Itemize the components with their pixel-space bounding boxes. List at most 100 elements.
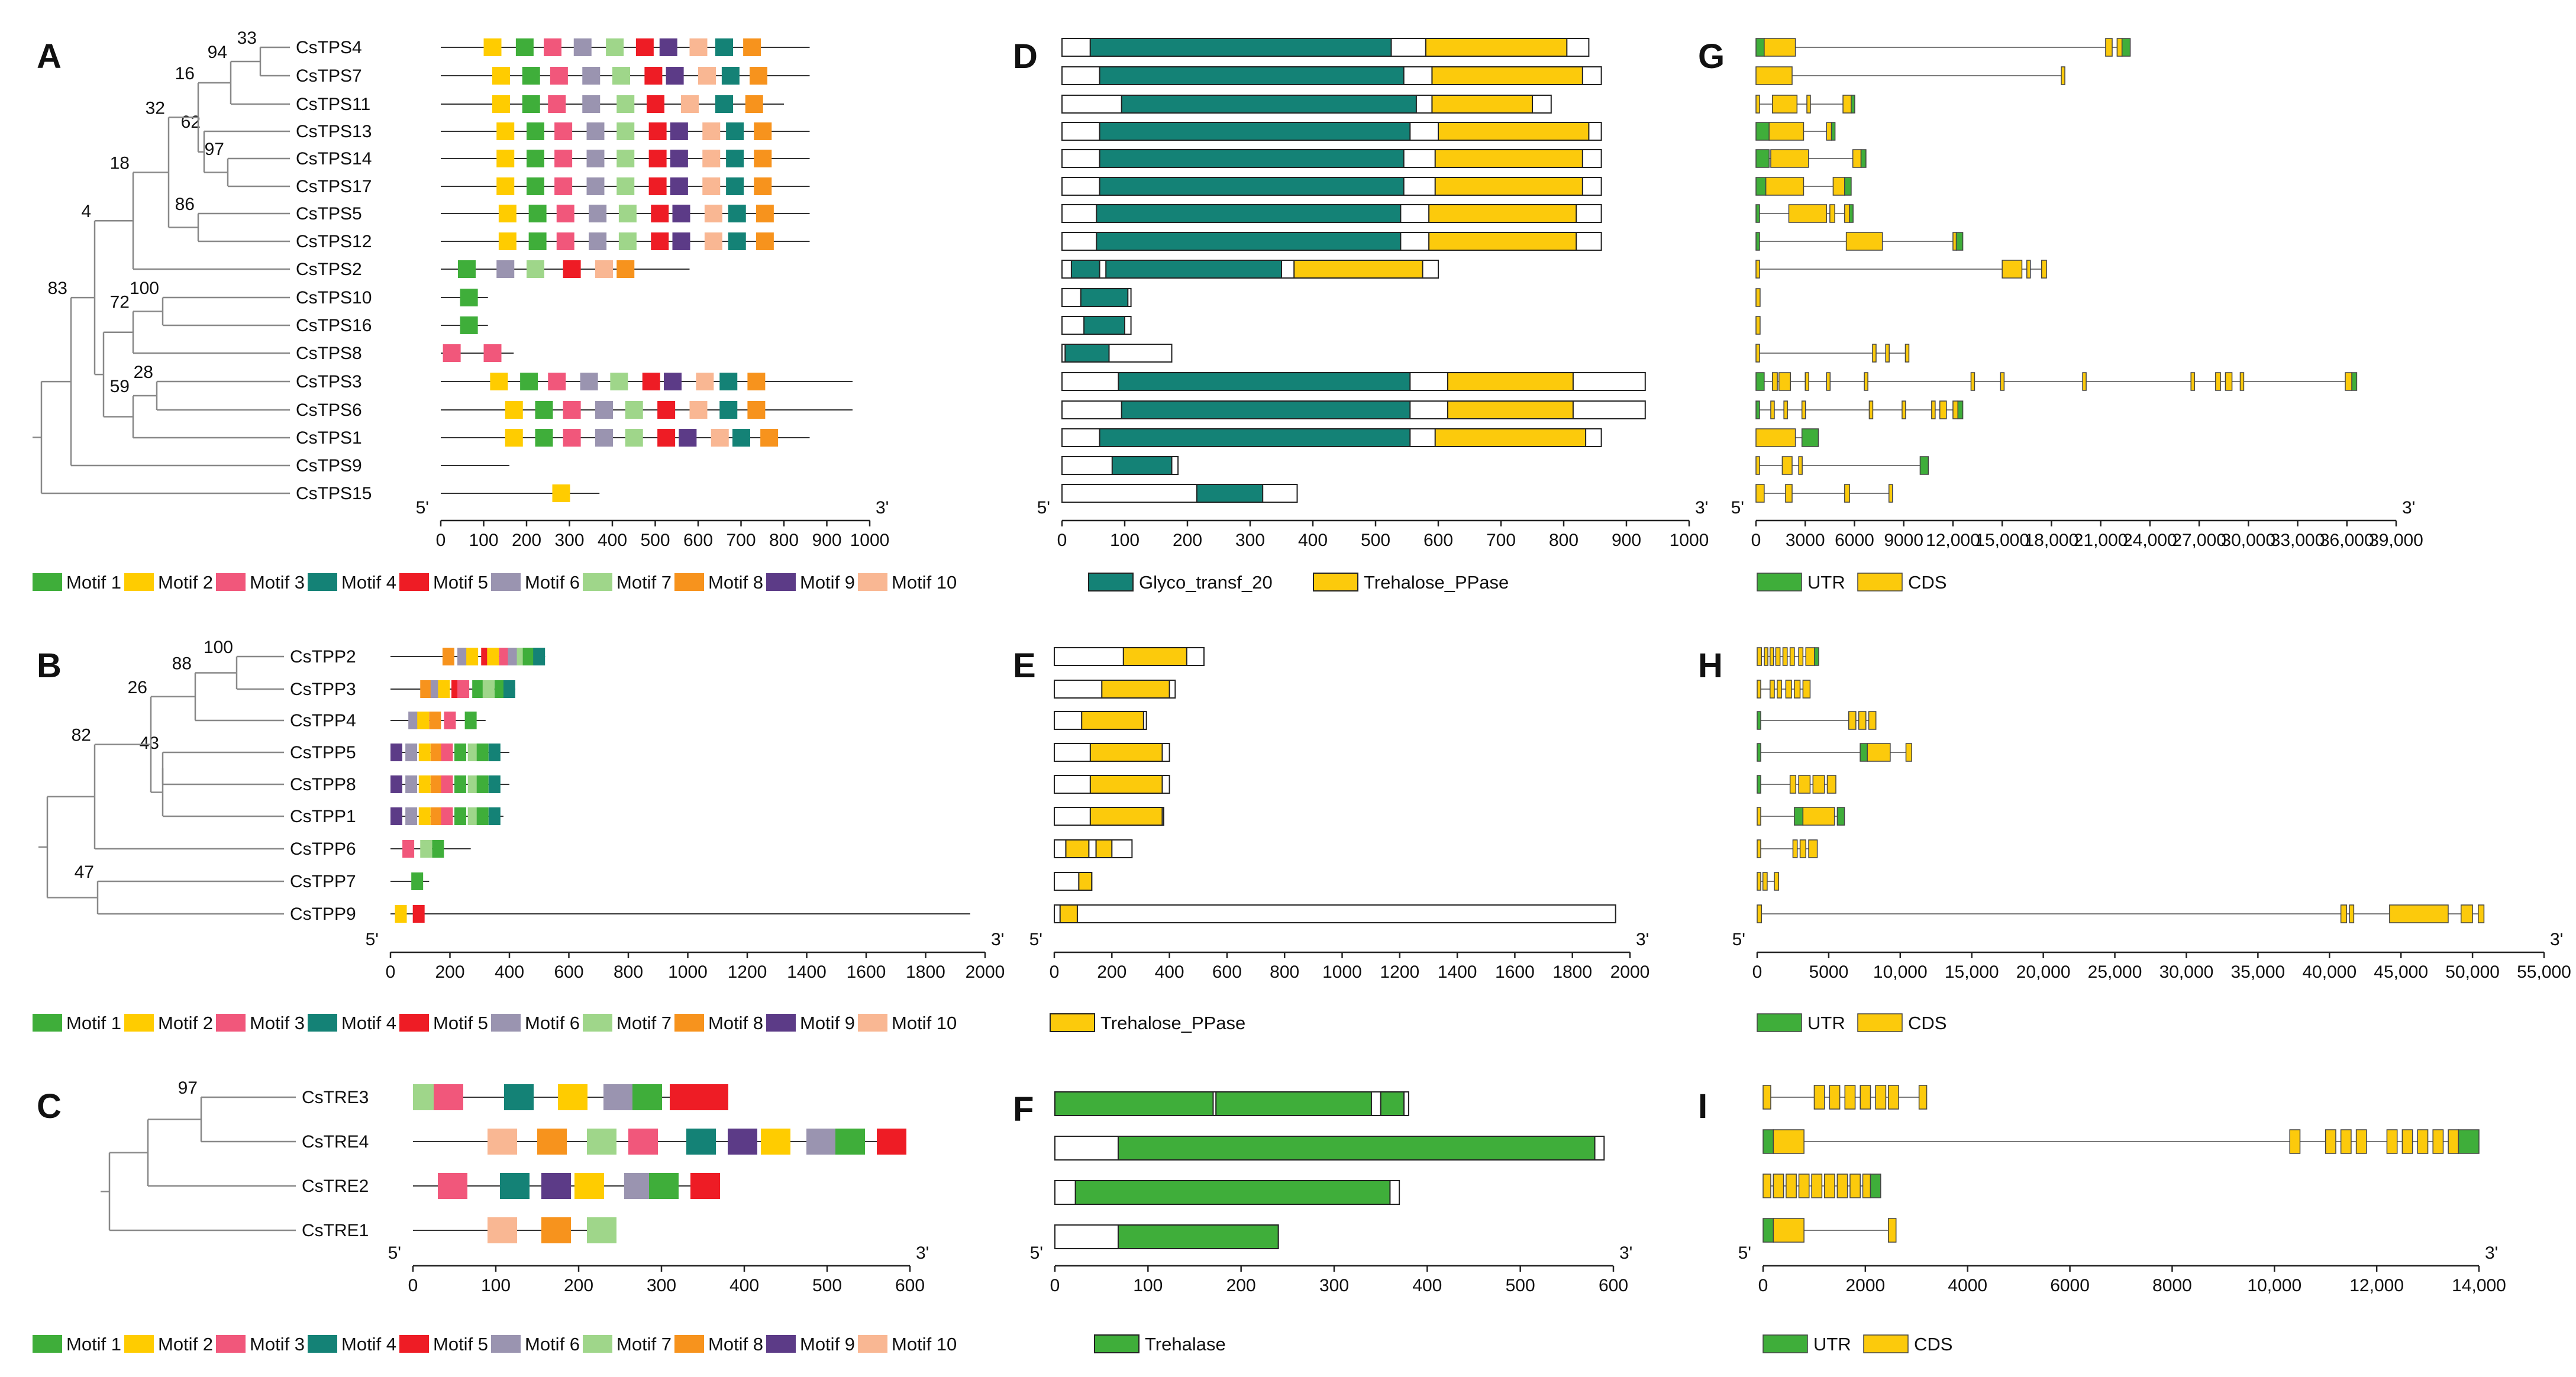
- motif-10-box: [595, 260, 613, 278]
- legend-label-motif-1: Motif 1: [66, 1013, 121, 1033]
- motif-2-box: [418, 807, 431, 825]
- legend-label-motif-9: Motif 9: [800, 1334, 855, 1355]
- cds-block: [1762, 1085, 1771, 1110]
- motif-1-box: [649, 1173, 679, 1199]
- motif-4-box: [728, 232, 746, 250]
- utr-block: [1801, 428, 1819, 447]
- motif-6-box: [589, 205, 607, 222]
- legend-swatch-motif-1: [33, 1014, 62, 1032]
- motif-1-box: [515, 38, 534, 56]
- five-prime-label: 5': [1029, 930, 1042, 949]
- motif-1-box: [527, 177, 544, 195]
- cds-block: [1775, 647, 1781, 666]
- motif-6-box: [508, 648, 520, 665]
- motif-9-box: [390, 744, 402, 761]
- motif-9-box: [728, 1129, 757, 1155]
- trehalose-ppase-domain: [1089, 807, 1163, 826]
- motif-1-box: [527, 122, 544, 140]
- tick-label: 6000: [2050, 1276, 2090, 1295]
- motif-7-box: [616, 122, 635, 140]
- motif-8-box: [429, 712, 441, 729]
- tick-label: 14,000: [2452, 1276, 2506, 1295]
- three-prime-label: 3': [2550, 930, 2563, 949]
- gene-label: CsTPS11: [296, 95, 370, 114]
- bootstrap-value: 43: [140, 733, 159, 753]
- trehalase-domain: [1380, 1091, 1405, 1116]
- utr-block: [1831, 122, 1836, 141]
- motif-3-box: [544, 38, 561, 56]
- motif-6-box: [405, 744, 418, 761]
- tick-label: 1200: [728, 962, 767, 982]
- legend-swatch-motif-2: [124, 1014, 154, 1032]
- motif-7-box: [587, 1217, 616, 1243]
- tick-label: 200: [435, 962, 464, 982]
- tick-label: 400: [1298, 531, 1328, 550]
- cds-block: [1952, 400, 1958, 419]
- bootstrap-value: 100: [204, 638, 233, 657]
- tick-label: 0: [408, 1276, 418, 1295]
- legend-swatch-motif-5: [399, 1335, 429, 1353]
- motif-3-box: [563, 401, 581, 419]
- tick-label: 2000: [1845, 1276, 1885, 1295]
- legend-label-motif-9: Motif 9: [800, 572, 855, 593]
- tick-label: 50,000: [2445, 962, 2500, 982]
- cds-block: [1805, 372, 1809, 391]
- five-prime-label: 5': [366, 930, 379, 949]
- cds-block: [1774, 872, 1780, 891]
- motif-8-box: [430, 807, 443, 825]
- panel-letter-A: A: [37, 37, 62, 76]
- panel-letter-I: I: [1698, 1087, 1707, 1126]
- tick-label: 55,000: [2517, 962, 2571, 982]
- legend-label-domain: Glyco_transf_20: [1139, 572, 1273, 593]
- motif-2-box: [492, 67, 510, 85]
- glyco-transf-20-domain: [1096, 204, 1402, 223]
- motif-5-box: [648, 177, 667, 195]
- legend-label-motif-4: Motif 4: [341, 1013, 396, 1033]
- motif-4-box: [719, 401, 738, 419]
- tick-label: 400: [1412, 1276, 1442, 1295]
- legend-swatch-motif-1: [33, 573, 62, 591]
- cds-block: [1806, 95, 1811, 114]
- tick-label: 4000: [1948, 1276, 1987, 1295]
- motif-2-box: [761, 1129, 790, 1155]
- motif-9-box: [670, 150, 688, 167]
- cds-block: [1829, 1085, 1841, 1110]
- cds-block: [1862, 1174, 1871, 1198]
- cds-block: [2340, 1129, 2352, 1154]
- tick-label: 700: [1486, 531, 1516, 550]
- motif-8-box: [756, 232, 774, 250]
- trehalose-ppase-domain: [1425, 38, 1568, 57]
- tick-label: 0: [1758, 1276, 1768, 1295]
- legend-swatch-motif-5: [399, 573, 429, 591]
- bootstrap-value: 26: [128, 678, 147, 697]
- utr-block: [1870, 1174, 1881, 1198]
- legend-label-motif-5: Motif 5: [433, 1334, 488, 1355]
- motif-6-box: [586, 150, 605, 167]
- tick-label: 300: [1235, 531, 1265, 550]
- tick-label: 21,000: [2074, 531, 2128, 550]
- legend-label-cds: CDS: [1908, 572, 1946, 593]
- motif-1-box: [411, 872, 424, 890]
- motif-9-box: [390, 775, 402, 793]
- five-prime-label: 5': [1030, 1243, 1043, 1263]
- motif-8-box: [754, 122, 772, 140]
- tick-label: 800: [1270, 962, 1299, 982]
- gene-label: CsTPS9: [296, 456, 362, 476]
- tick-label: 1800: [1552, 962, 1592, 982]
- tick-label: 25,000: [2088, 962, 2142, 982]
- legend-swatch-utr: [1757, 1013, 1802, 1032]
- tick-label: 900: [1612, 531, 1641, 550]
- cds-block: [1852, 149, 1862, 168]
- cds-block: [2239, 372, 2245, 391]
- motif-3-box: [499, 648, 511, 665]
- cds-block: [1782, 647, 1788, 666]
- protein-outline: [1054, 904, 1616, 923]
- cds-block: [1885, 344, 1890, 363]
- motif-10-box: [689, 38, 708, 56]
- cds-block: [1842, 95, 1852, 114]
- tick-label: 500: [1361, 531, 1390, 550]
- motif-4-box: [500, 1173, 530, 1199]
- tick-label: 10,000: [2247, 1276, 2301, 1295]
- legend-swatch-utr: [1757, 573, 1802, 591]
- glyco-transf-20-domain: [1089, 38, 1392, 57]
